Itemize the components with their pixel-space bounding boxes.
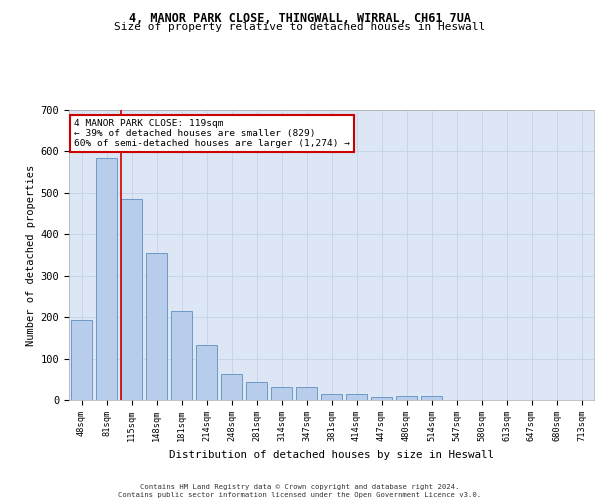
Bar <box>171 311 192 400</box>
Bar <box>196 346 217 400</box>
Text: Contains HM Land Registry data © Crown copyright and database right 2024.
Contai: Contains HM Land Registry data © Crown c… <box>118 484 482 498</box>
Bar <box>296 387 317 400</box>
Bar <box>371 396 392 400</box>
X-axis label: Distribution of detached houses by size in Heswall: Distribution of detached houses by size … <box>169 450 494 460</box>
Bar <box>121 199 142 400</box>
Bar <box>321 394 342 400</box>
Text: Size of property relative to detached houses in Heswall: Size of property relative to detached ho… <box>115 22 485 32</box>
Text: 4, MANOR PARK CLOSE, THINGWALL, WIRRAL, CH61 7UA: 4, MANOR PARK CLOSE, THINGWALL, WIRRAL, … <box>129 12 471 26</box>
Bar <box>246 382 267 400</box>
Bar <box>221 374 242 400</box>
Bar <box>71 320 92 400</box>
Bar <box>421 396 442 400</box>
Bar <box>346 394 367 400</box>
Bar <box>271 387 292 400</box>
Text: 4 MANOR PARK CLOSE: 119sqm
← 39% of detached houses are smaller (829)
60% of sem: 4 MANOR PARK CLOSE: 119sqm ← 39% of deta… <box>74 118 350 148</box>
Y-axis label: Number of detached properties: Number of detached properties <box>26 164 37 346</box>
Bar <box>146 253 167 400</box>
Bar <box>396 396 417 400</box>
Bar <box>96 158 117 400</box>
